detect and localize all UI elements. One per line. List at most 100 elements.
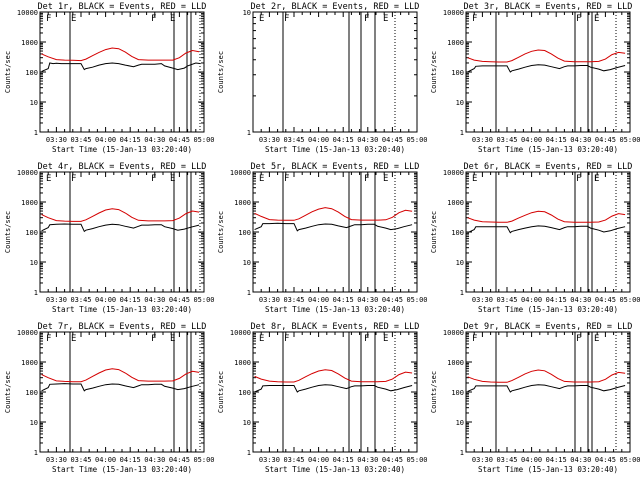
x-tick-label: 05:00 <box>619 136 640 144</box>
x-tick-label: 04:30 <box>357 456 378 464</box>
series-events-line <box>467 225 626 234</box>
chart-panel-det-9: Det 9r, BLACK = Events, RED = LLD Counts/… <box>430 322 640 474</box>
y-axis-label: Counts/sec <box>4 51 12 93</box>
x-axis-label: Start Time (15-Jan-13 03:20:40) <box>265 465 405 474</box>
flag-marker: F <box>284 14 289 24</box>
x-tick-label: 04:45 <box>382 456 403 464</box>
flag-marker: E <box>594 174 599 184</box>
flag-marker: F <box>594 174 599 184</box>
x-tick-label: 04:15 <box>120 296 141 304</box>
y-axis-label: Counts/sec <box>217 211 225 253</box>
x-tick-label: 03:45 <box>283 296 304 304</box>
x-tick-label: 04:00 <box>95 136 116 144</box>
x-tick-label: 05:00 <box>406 136 427 144</box>
chart-panel-det-3: Det 3r, BLACK = Events, RED = LLD Counts/… <box>430 2 640 154</box>
x-tick-label: 04:15 <box>333 136 354 144</box>
y-tick-label: 10000 <box>443 169 464 177</box>
y-axis-label: Counts/sec <box>430 211 438 253</box>
y-tick-label: 10 <box>243 9 251 17</box>
x-tick-label: 04:00 <box>308 456 329 464</box>
y-tick-label: 10000 <box>230 169 251 177</box>
flag-marker: E <box>594 334 599 344</box>
x-tick-label: 03:30 <box>46 456 67 464</box>
flag-marker: F <box>71 174 76 184</box>
y-tick-label: 10000 <box>230 329 251 337</box>
series-events-line <box>467 384 626 393</box>
y-tick-label: 1000 <box>447 359 464 367</box>
flag-marker: F <box>576 334 581 344</box>
flag-marker: E <box>170 174 175 184</box>
flag-marker: E <box>170 14 175 24</box>
series-lld-line <box>467 369 626 383</box>
flag-marker: E <box>170 334 175 344</box>
series-lld-line <box>254 207 413 221</box>
y-tick-label: 10 <box>30 419 38 427</box>
y-tick-label: 1 <box>247 129 251 137</box>
flag-marker: E <box>472 174 477 184</box>
y-tick-label: 1 <box>460 289 464 297</box>
y-axis-label: Counts/sec <box>430 371 438 413</box>
x-tick-label: 04:15 <box>546 136 567 144</box>
x-tick-label: 04:30 <box>144 136 165 144</box>
x-tick-label: 03:45 <box>283 456 304 464</box>
x-tick-label: 03:30 <box>259 296 280 304</box>
y-axis-label: Counts/sec <box>4 211 12 253</box>
x-tick-label: 04:30 <box>570 456 591 464</box>
flag-marker: F <box>576 174 581 184</box>
x-tick-label: 04:45 <box>595 296 616 304</box>
x-tick-label: 04:30 <box>357 296 378 304</box>
y-tick-label: 1000 <box>21 199 38 207</box>
x-tick-label: 05:00 <box>619 296 640 304</box>
y-tick-label: 10000 <box>17 9 38 17</box>
x-tick-label: 04:30 <box>357 136 378 144</box>
chart-title: Det 8r, BLACK = Events, RED = LLD <box>251 322 420 332</box>
flag-marker: F <box>151 14 156 24</box>
chart-title: Det 2r, BLACK = Events, RED = LLD <box>251 2 420 12</box>
flag-marker: F <box>472 334 477 344</box>
y-tick-label: 1000 <box>234 359 251 367</box>
x-tick-label: 04:15 <box>120 136 141 144</box>
y-axis-label: Counts/sec <box>430 51 438 93</box>
y-tick-label: 1000 <box>21 359 38 367</box>
x-tick-label: 05:00 <box>619 456 640 464</box>
y-tick-label: 100 <box>25 229 38 237</box>
x-tick-label: 03:30 <box>46 296 67 304</box>
x-tick-label: 03:30 <box>259 456 280 464</box>
x-tick-label: 04:30 <box>144 456 165 464</box>
plot-frame <box>39 171 205 293</box>
y-tick-label: 1 <box>460 129 464 137</box>
y-tick-label: 10 <box>30 99 38 107</box>
y-tick-label: 100 <box>238 229 251 237</box>
x-tick-label: 04:00 <box>521 296 542 304</box>
flag-marker: E <box>383 334 388 344</box>
y-tick-label: 10 <box>30 259 38 267</box>
x-axis-label: Start Time (15-Jan-13 03:20:40) <box>52 145 192 154</box>
flag-marker: F <box>46 334 51 344</box>
y-tick-label: 10 <box>456 259 464 267</box>
x-tick-label: 04:15 <box>333 296 354 304</box>
y-tick-label: 1 <box>34 289 38 297</box>
plot-frame <box>39 11 205 133</box>
chart-panel-det-7: Det 7r, BLACK = Events, RED = LLD Counts/… <box>4 322 215 474</box>
y-tick-label: 1000 <box>447 39 464 47</box>
x-axis-label: Start Time (15-Jan-13 03:20:40) <box>478 465 618 474</box>
plot-frame <box>252 11 418 133</box>
y-tick-label: 1000 <box>447 199 464 207</box>
x-tick-label: 03:30 <box>472 136 493 144</box>
series-lld-line <box>41 208 200 222</box>
x-axis-label: Start Time (15-Jan-13 03:20:40) <box>478 305 618 314</box>
y-tick-label: 10000 <box>443 329 464 337</box>
y-axis-label: Counts/sec <box>217 371 225 413</box>
chart-panel-det-2: Det 2r, BLACK = Events, RED = LLD Counts/… <box>217 2 428 154</box>
flag-marker: F <box>151 174 156 184</box>
series-lld-line <box>467 210 626 223</box>
y-tick-label: 10 <box>456 419 464 427</box>
series-lld-line <box>254 369 413 383</box>
chart-title: Det 3r, BLACK = Events, RED = LLD <box>464 2 633 12</box>
y-tick-label: 100 <box>451 229 464 237</box>
chart-title: Det 1r, BLACK = Events, RED = LLD <box>38 2 207 12</box>
x-tick-label: 04:00 <box>308 296 329 304</box>
series-events-line <box>254 222 413 232</box>
x-tick-label: 04:15 <box>546 456 567 464</box>
